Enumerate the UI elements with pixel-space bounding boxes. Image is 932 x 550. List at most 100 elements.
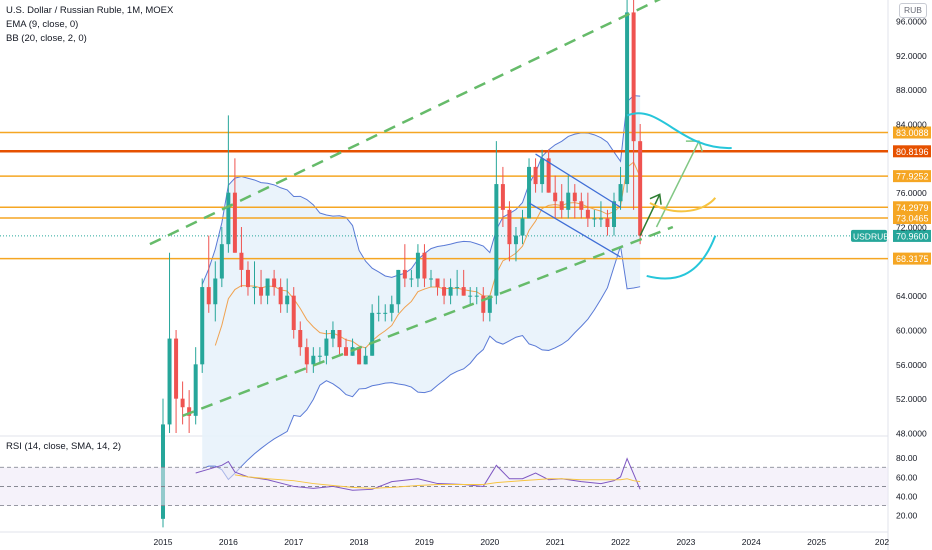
time-tick-0: 2015 xyxy=(154,537,173,547)
candle-body-44 xyxy=(448,287,453,296)
time-tick-2: 2017 xyxy=(284,537,303,547)
price-level-tag-4 xyxy=(893,212,931,225)
rsi-ma-line xyxy=(234,474,641,489)
time-tick-10: 2025 xyxy=(807,537,826,547)
candle-body-24 xyxy=(317,355,322,357)
candle-body-72 xyxy=(631,12,636,142)
candle-body-14 xyxy=(252,287,257,289)
candle-body-52 xyxy=(500,184,505,210)
candle-body-65 xyxy=(585,209,590,219)
candle-body-3 xyxy=(180,398,185,408)
time-tick-1: 2016 xyxy=(219,537,238,547)
candle-body-38 xyxy=(409,278,414,280)
candle-body-68 xyxy=(605,218,610,227)
rsi-tick-0: 80.00 xyxy=(896,453,918,463)
candle-body-64 xyxy=(579,201,584,210)
candle-body-55 xyxy=(520,218,525,236)
rsi-tick-3: 20.00 xyxy=(896,511,918,521)
price-tick-7: 60.0000 xyxy=(896,326,927,336)
last-price-tag xyxy=(893,229,931,242)
time-tick-6: 2021 xyxy=(546,537,565,547)
price-level-tag-3 xyxy=(893,201,931,214)
candle-body-35 xyxy=(389,304,394,313)
candle-body-70 xyxy=(618,184,623,202)
price-tick-8: 56.0000 xyxy=(896,360,927,370)
candle-body-67 xyxy=(598,218,603,220)
projection-arrow-long xyxy=(655,140,703,228)
candle-body-73 xyxy=(638,141,643,236)
candle-body-20 xyxy=(291,295,296,330)
candle-body-12 xyxy=(239,252,244,270)
candle-body-37 xyxy=(402,269,407,279)
time-tick-5: 2020 xyxy=(480,537,499,547)
candle-body-22 xyxy=(304,347,309,365)
price-level-label-0: 83.0088 xyxy=(896,128,929,138)
price-level-tag-0 xyxy=(893,126,931,139)
candle-body-48 xyxy=(474,295,479,297)
candle-body-41 xyxy=(428,278,433,280)
candle-body-49 xyxy=(481,295,486,313)
price-level-label-1: 80.8196 xyxy=(896,147,929,157)
rsi-legend: RSI (14, close, SMA, 14, 2) xyxy=(6,441,122,452)
time-tick-11: 202 xyxy=(875,537,889,547)
wedge-lower-line xyxy=(528,202,621,258)
candle-body-26 xyxy=(330,330,335,339)
last-price-label: 70.9600 xyxy=(896,231,929,241)
projection-lower-curve xyxy=(646,235,717,280)
trend-channel-lower xyxy=(182,225,674,417)
candle-body-47 xyxy=(468,295,473,297)
price-level-label-4: 73.0465 xyxy=(896,214,929,224)
currency-tag[interactable]: RUB xyxy=(899,3,927,18)
price-tick-3: 84.0000 xyxy=(896,120,927,130)
candle-body-62 xyxy=(566,192,571,210)
candle-body-34 xyxy=(383,312,388,314)
candle-body-53 xyxy=(507,209,512,245)
candle-body-42 xyxy=(435,278,440,288)
candle-body-39 xyxy=(415,252,420,279)
bollinger-lower-line xyxy=(202,246,641,481)
candle-body-27 xyxy=(337,330,342,348)
candle-body-9 xyxy=(219,244,224,279)
candle-body-36 xyxy=(396,269,401,305)
candle-body-56 xyxy=(527,166,532,219)
candle-body-18 xyxy=(278,287,283,305)
candle-body-40 xyxy=(422,252,427,279)
price-level-label-5: 68.3175 xyxy=(896,254,929,264)
candle-body-23 xyxy=(311,355,316,365)
candle-body-33 xyxy=(376,312,381,314)
symbol-label: USDRUB xyxy=(853,231,889,241)
candle-body-7 xyxy=(206,287,211,305)
candle-body-43 xyxy=(442,287,447,296)
price-tick-1: 92.0000 xyxy=(896,51,927,61)
candle-body-6 xyxy=(200,287,205,365)
candle-body-10 xyxy=(226,192,231,245)
candle-body-54 xyxy=(513,235,518,245)
price-level-tag-5 xyxy=(893,252,931,265)
bollinger-upper-line xyxy=(201,95,641,285)
price-tick-0: 96.0000 xyxy=(896,17,927,27)
candle-body-19 xyxy=(285,295,290,305)
price-level-tag-2 xyxy=(893,170,931,183)
price-tick-2: 88.0000 xyxy=(896,85,927,95)
time-tick-4: 2019 xyxy=(415,537,434,547)
rsi-tick-1: 60.00 xyxy=(896,472,918,482)
candle-body-5 xyxy=(193,364,198,416)
candle-body-4 xyxy=(187,407,192,416)
candle-body-61 xyxy=(559,201,564,210)
price-tick-6: 64.0000 xyxy=(896,291,927,301)
rsi-tick-2: 40.00 xyxy=(896,492,918,502)
candle-body-8 xyxy=(213,278,218,305)
candle-body-30 xyxy=(357,347,362,365)
chart-title: U.S. Dollar / Russian Ruble, 1M, MOEX xyxy=(6,5,174,16)
symbol-tag xyxy=(851,229,887,242)
candle-body-17 xyxy=(272,278,277,288)
candle-body-2 xyxy=(174,338,179,399)
price-level-label-3: 74.2979 xyxy=(896,203,929,213)
time-tick-7: 2022 xyxy=(611,537,630,547)
candle-body-31 xyxy=(363,355,368,365)
candle-body-50 xyxy=(487,295,492,313)
candle-body-32 xyxy=(370,312,375,356)
candle-body-11 xyxy=(232,192,237,253)
candle-body-1 xyxy=(167,338,172,425)
